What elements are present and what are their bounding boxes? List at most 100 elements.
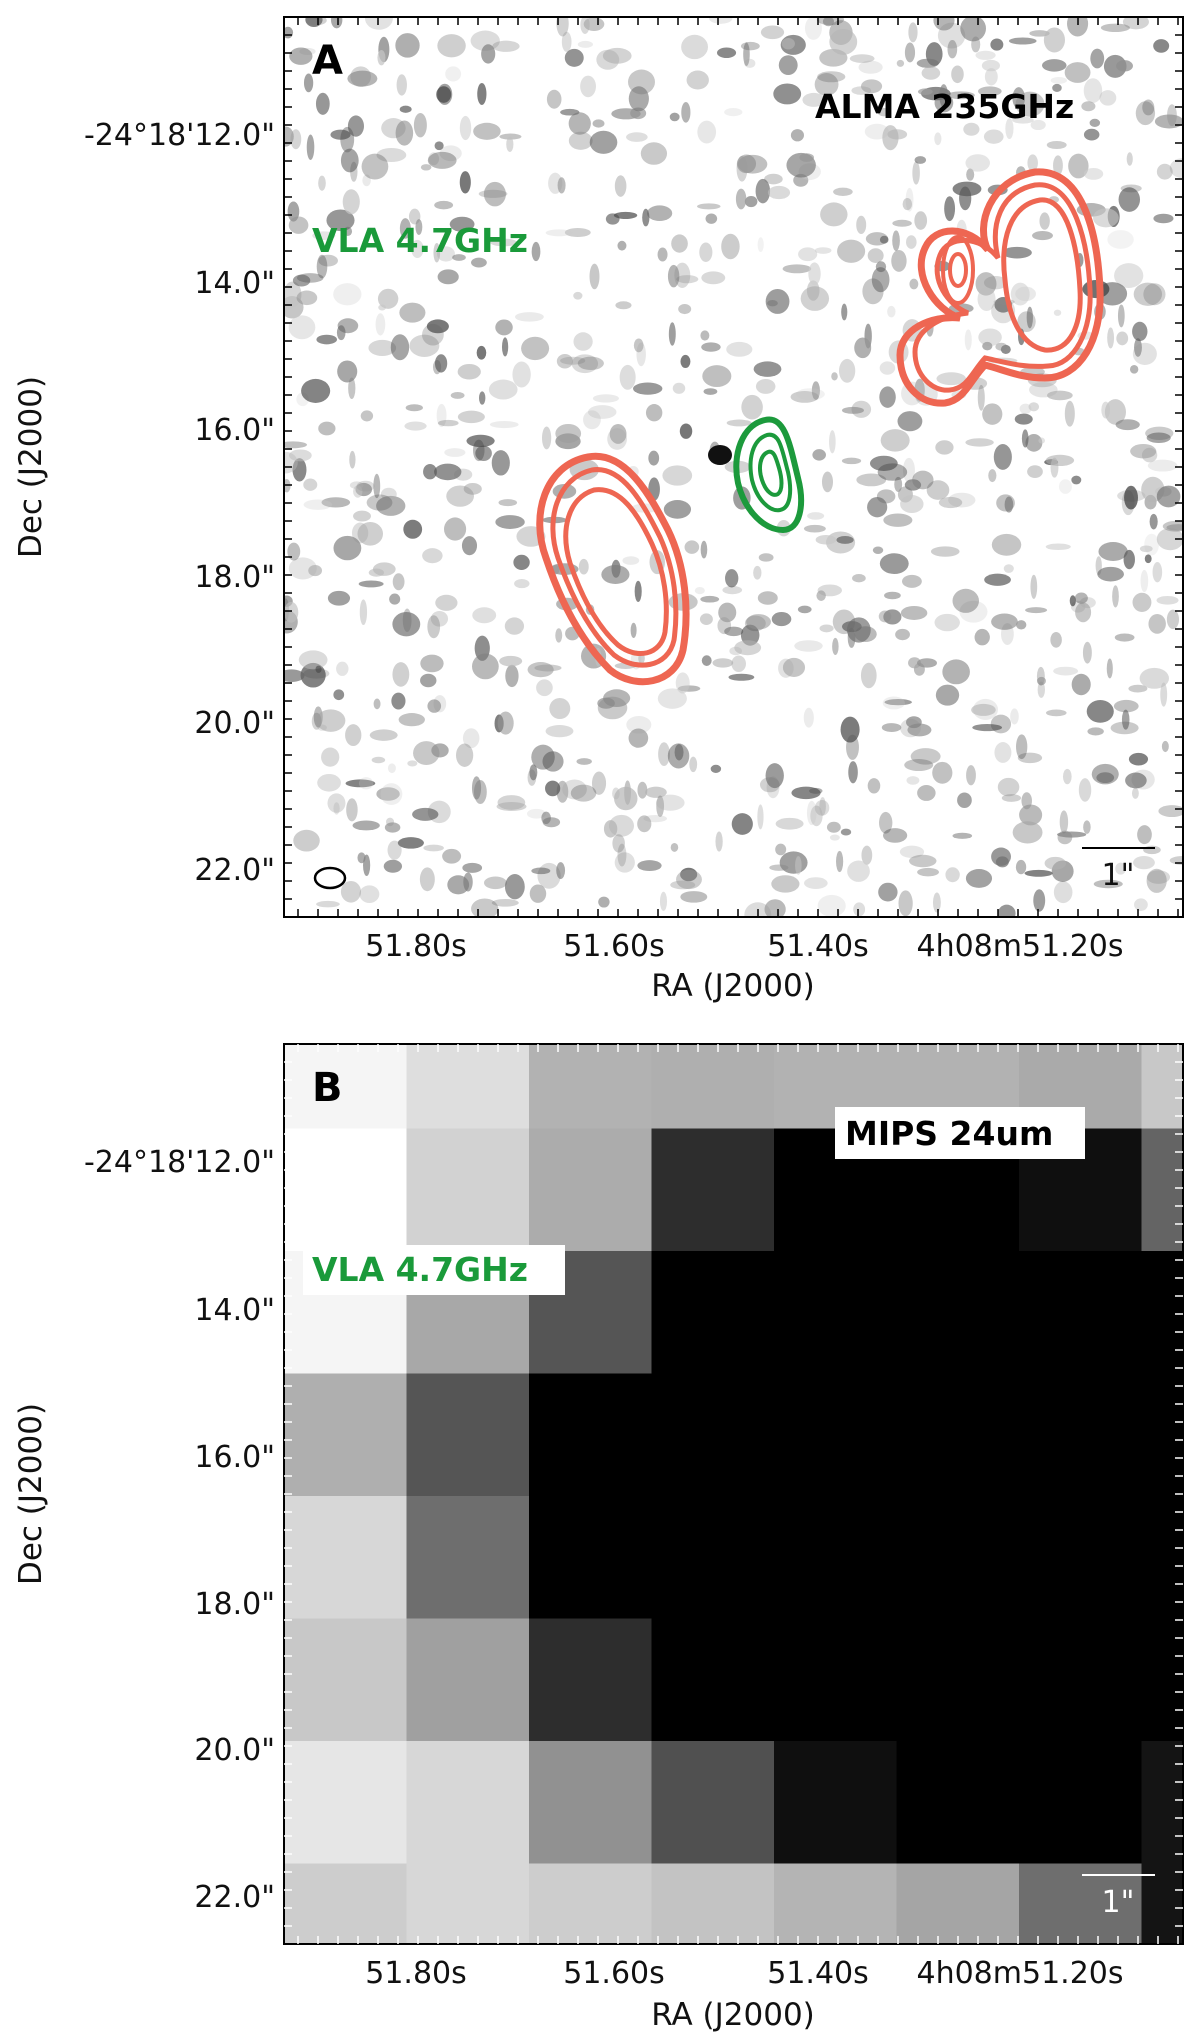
noise-speck <box>882 125 899 151</box>
noise-speck <box>1139 667 1169 689</box>
noise-speck <box>318 254 338 267</box>
noise-speck <box>634 580 642 603</box>
noise-speck <box>914 156 927 164</box>
noise-speck <box>791 786 821 800</box>
noise-speck <box>361 153 389 180</box>
noise-speck <box>555 628 563 643</box>
noise-speck <box>879 361 896 375</box>
noise-speck <box>316 900 340 908</box>
noise-speck <box>298 650 328 670</box>
noise-speck <box>892 219 912 227</box>
noise-speck <box>902 197 913 211</box>
noise-speck <box>849 54 875 63</box>
noise-speck <box>399 105 412 113</box>
noise-speck <box>779 851 808 874</box>
noise-speck <box>1059 810 1069 834</box>
noise-speck <box>1134 338 1142 357</box>
noise-speck <box>431 743 449 758</box>
noise-speck <box>380 487 397 501</box>
noise-speck <box>1107 230 1134 249</box>
noise-speck <box>296 273 324 283</box>
noise-speck <box>546 89 562 109</box>
noise-speck <box>1041 59 1067 72</box>
noise-speck <box>434 141 444 151</box>
noise-speck <box>422 548 443 564</box>
noise-speck <box>1156 163 1173 180</box>
noise-speck <box>1052 83 1062 92</box>
noise-speck <box>909 854 937 868</box>
noise-speck <box>1010 708 1019 725</box>
noise-speck <box>444 517 467 541</box>
noise-speck <box>1064 62 1091 83</box>
noise-speck <box>1025 434 1043 452</box>
noise-speck <box>712 658 734 668</box>
noise-speck <box>1062 768 1072 785</box>
pixel-cell <box>529 1618 652 1742</box>
noise-speck <box>419 867 435 892</box>
noise-speck <box>952 588 980 613</box>
noise-speck <box>984 68 998 86</box>
noise-speck <box>734 640 762 656</box>
noise-speck <box>1142 99 1155 116</box>
noise-speck <box>358 777 374 790</box>
noise-speck <box>726 419 752 427</box>
y-tick-label: 22.0" <box>194 853 275 888</box>
noise-speck <box>345 724 362 747</box>
noise-speck <box>851 400 872 418</box>
noise-speck <box>292 274 311 287</box>
noise-speck <box>912 161 920 185</box>
noise-speck <box>1012 116 1034 124</box>
noise-speck <box>1074 592 1088 604</box>
noise-speck <box>808 262 821 286</box>
noise-speck <box>392 662 410 687</box>
noise-speck <box>1143 283 1166 306</box>
noise-speck <box>800 286 830 311</box>
tick-marks <box>284 17 1183 917</box>
noise-speck <box>373 473 381 499</box>
noise-speck <box>847 860 870 882</box>
noise-speck <box>305 17 327 26</box>
noise-speck <box>1160 682 1168 707</box>
noise-speck <box>471 776 482 800</box>
noise-speck <box>422 323 444 346</box>
pixel-cell <box>1019 1741 1142 1864</box>
noise-speck <box>389 593 401 605</box>
noise-speck <box>1012 821 1043 844</box>
noise-speck <box>645 404 663 422</box>
noise-speck <box>1162 520 1183 532</box>
noise-speck <box>1089 118 1101 128</box>
noise-speck <box>369 729 398 741</box>
noise-speck <box>562 779 587 800</box>
noise-speck <box>353 510 371 522</box>
noise-speck <box>603 820 618 838</box>
y-tick-label: 20.0" <box>194 706 275 741</box>
noise-speck <box>284 126 294 147</box>
noise-speck <box>289 47 313 65</box>
noise-speck <box>1005 118 1014 140</box>
noise-speck <box>1037 681 1045 698</box>
noise-speck <box>963 122 980 136</box>
noise-speck <box>333 689 345 701</box>
noise-speck <box>434 354 448 373</box>
noise-speck <box>914 211 928 230</box>
noise-speck <box>1002 246 1032 259</box>
noise-speck <box>531 744 555 770</box>
noise-speck <box>757 591 778 605</box>
noise-speck <box>348 377 356 400</box>
noise-speck <box>1001 794 1022 802</box>
noise-speck <box>817 584 843 597</box>
noise-speck <box>765 763 784 789</box>
noise-speck <box>589 130 618 154</box>
noise-speck <box>1144 533 1159 556</box>
noise-speck <box>1036 676 1046 686</box>
noise-speck <box>531 241 541 262</box>
pixel-cell <box>651 1128 775 1252</box>
noise-speck <box>659 891 668 911</box>
noise-speck <box>573 291 583 300</box>
noise-speck <box>991 533 1022 556</box>
noise-speck <box>930 546 960 557</box>
noise-speck <box>781 37 795 50</box>
noise-speck <box>1098 542 1128 561</box>
noise-speck <box>366 494 393 511</box>
noise-speck <box>633 338 644 353</box>
